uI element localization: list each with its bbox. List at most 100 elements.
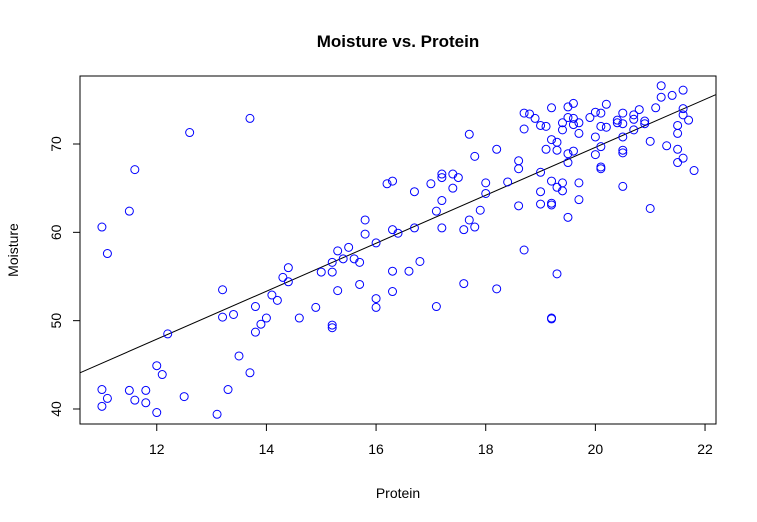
data-point: [618, 119, 628, 129]
data-point: [568, 98, 578, 108]
data-point: [557, 118, 567, 128]
data-point: [568, 120, 578, 130]
data-point: [470, 151, 480, 161]
data-point: [475, 205, 485, 215]
data-point: [97, 222, 107, 232]
data-point: [250, 327, 260, 337]
data-point: [294, 313, 304, 323]
data-point: [536, 187, 546, 197]
data-point: [629, 114, 639, 124]
data-point: [261, 313, 271, 323]
data-point: [448, 183, 458, 193]
data-point: [360, 215, 370, 225]
data-point: [547, 103, 557, 113]
data-point: [673, 128, 683, 138]
data-point: [618, 108, 628, 118]
data-point: [552, 145, 562, 155]
data-point: [344, 242, 354, 252]
data-point: [563, 158, 573, 168]
data-point: [629, 110, 639, 120]
data-point: [645, 203, 655, 213]
data-point: [590, 150, 600, 160]
data-point: [464, 129, 474, 139]
data-point: [519, 245, 529, 255]
data-point: [464, 215, 474, 225]
data-point: [256, 319, 266, 329]
regression-line-group: [79, 94, 717, 374]
data-point: [678, 110, 688, 120]
data-point: [596, 121, 606, 131]
data-point: [596, 108, 606, 118]
data-point: [547, 314, 557, 324]
data-point: [234, 351, 244, 361]
x-axis: 12 14 16 18 20 22: [149, 423, 713, 457]
data-point: [283, 277, 293, 287]
data-point: [568, 113, 578, 123]
data-point: [327, 323, 337, 333]
data-point: [656, 81, 666, 91]
data-point: [574, 178, 584, 188]
data-point: [514, 164, 524, 174]
data-point: [437, 169, 447, 179]
data-point: [102, 393, 112, 403]
data-point: [163, 329, 173, 339]
x-tick-label: 14: [259, 441, 275, 457]
data-point: [470, 222, 480, 232]
data-point: [557, 178, 567, 188]
data-point: [645, 136, 655, 146]
y-tick-label: 70: [48, 136, 64, 152]
data-point: [503, 177, 513, 187]
data-point: [382, 179, 392, 189]
y-tick-label: 60: [48, 224, 64, 240]
data-point: [124, 206, 134, 216]
data-point: [179, 392, 189, 402]
data-point: [519, 124, 529, 134]
data-point: [355, 279, 365, 289]
data-point: [536, 120, 546, 130]
data-point: [157, 370, 167, 380]
data-point: [568, 146, 578, 156]
data-point: [218, 312, 228, 322]
data-point: [409, 223, 419, 233]
data-point: [574, 118, 584, 128]
data-point: [684, 115, 694, 125]
data-point: [437, 196, 447, 206]
data-point: [371, 294, 381, 304]
x-tick-label: 12: [149, 441, 165, 457]
data-point: [481, 188, 491, 198]
y-tick-label: 50: [48, 313, 64, 329]
data-point: [596, 164, 606, 174]
y-tick-label: 40: [48, 401, 64, 417]
data-point: [541, 121, 551, 131]
data-point: [130, 165, 140, 175]
data-point: [404, 266, 414, 276]
data-point: [431, 302, 441, 312]
data-point: [678, 85, 688, 95]
data-point: [557, 186, 567, 196]
data-point: [689, 166, 699, 176]
data-point: [585, 113, 595, 123]
data-point: [601, 99, 611, 109]
x-tick-label: 20: [588, 441, 604, 457]
data-point: [590, 132, 600, 142]
data-point: [536, 199, 546, 209]
data-points: [97, 81, 699, 419]
data-point: [574, 128, 584, 138]
data-point: [673, 120, 683, 130]
regression-line: [79, 94, 717, 374]
data-point: [338, 254, 348, 264]
data-point: [678, 153, 688, 163]
data-point: [662, 141, 672, 151]
data-point: [223, 385, 233, 395]
x-axis-label: Protein: [376, 485, 420, 501]
data-point: [536, 167, 546, 177]
data-point: [283, 263, 293, 273]
data-point: [530, 113, 540, 123]
data-point: [130, 395, 140, 405]
data-point: [618, 145, 628, 155]
data-point: [557, 125, 567, 135]
data-point: [574, 195, 584, 205]
data-point: [152, 361, 162, 371]
data-point: [525, 109, 535, 119]
y-axis-label: Moisture: [5, 223, 21, 277]
